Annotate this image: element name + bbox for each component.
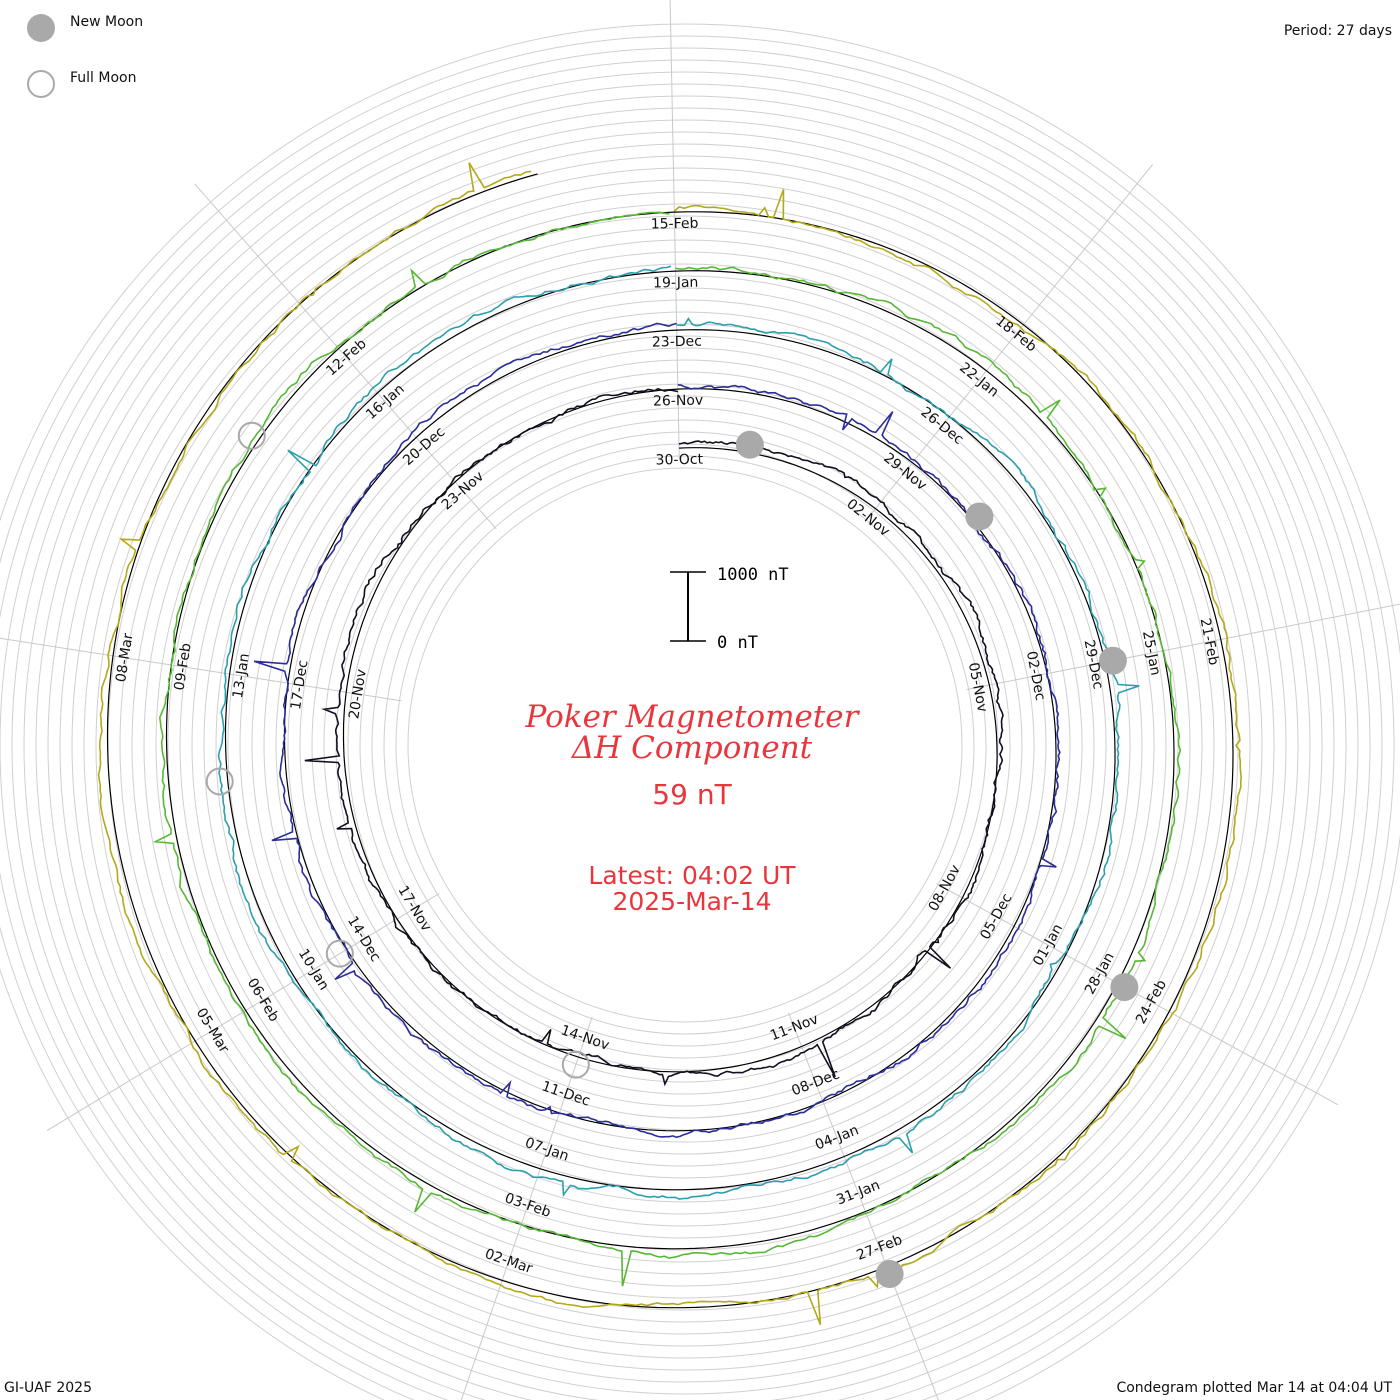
- grid-ring: [95, 155, 1275, 1335]
- grid-ring: [83, 143, 1287, 1347]
- grid-ring: [215, 275, 1155, 1215]
- date-label: 31-Jan: [834, 1177, 882, 1208]
- grid-ring: [407, 467, 963, 1023]
- grid-ring: [47, 107, 1323, 1383]
- date-label: 11-Nov: [768, 1011, 821, 1044]
- grid-ring: [347, 407, 1023, 1083]
- grid-ring: [35, 95, 1335, 1395]
- baseline-spiral: [106, 173, 1234, 1309]
- grid-ring: [131, 191, 1239, 1299]
- new-moon-marker: [735, 430, 764, 459]
- date-label: 19-Jan: [653, 275, 699, 292]
- date-label: 08-Mar: [113, 632, 136, 683]
- grid-ring: [71, 131, 1299, 1359]
- date-label: 15-Feb: [651, 216, 699, 233]
- new-moon-legend-label: New Moon: [70, 14, 144, 30]
- series-traces: [97, 162, 1243, 1325]
- grid-ring: [359, 419, 1011, 1071]
- grid-spoke: [788, 1012, 939, 1400]
- period-label: Period: 27 days: [1283, 23, 1392, 39]
- grid-spoke: [194, 183, 497, 530]
- full-moon-marker: [561, 1050, 590, 1079]
- grid-ring: [59, 119, 1311, 1371]
- grid-ring: [383, 443, 987, 1047]
- date-label: 02-Mar: [483, 1246, 535, 1277]
- scale-bar: 1000 nT 0 nT: [670, 565, 789, 653]
- moon-markers: [205, 421, 1139, 1289]
- grid-ring: [179, 239, 1191, 1251]
- baseline-spiral-path: [106, 173, 1234, 1309]
- title-line-1: Poker Magnetometer: [525, 699, 861, 735]
- scale-bottom-label: 0 nT: [717, 633, 758, 653]
- date-label: 17-Dec: [288, 659, 312, 711]
- grid-ring: [167, 227, 1203, 1263]
- new-moon-legend-icon: [27, 14, 55, 42]
- date-label: 17-Nov: [394, 883, 434, 934]
- grid-ring: [335, 395, 1035, 1095]
- grid-ring: [395, 455, 975, 1035]
- date-label: 29-Dec: [1081, 638, 1106, 690]
- new-moon-marker: [1110, 973, 1139, 1002]
- date-label: 26-Nov: [653, 393, 704, 410]
- grid-circles: [0, 23, 1400, 1400]
- date-label: 09-Feb: [172, 642, 195, 692]
- grid-ring: [11, 71, 1359, 1400]
- new-moon-marker: [1098, 646, 1127, 675]
- grid-ring: [203, 263, 1167, 1227]
- new-moon-marker: [875, 1260, 904, 1289]
- date-label: 30-Oct: [655, 452, 703, 469]
- date-label: 13-Jan: [230, 652, 253, 699]
- scale-top-label: 1000 nT: [717, 565, 789, 585]
- date-label: 01-Jan: [1030, 921, 1066, 968]
- grid-spoke: [864, 164, 1154, 522]
- date-label: 20-Nov: [346, 668, 370, 720]
- series-trace: [253, 322, 1061, 1139]
- date-label: 04-Jan: [813, 1122, 861, 1153]
- grid-spoke: [0, 637, 402, 702]
- grid-ring: [143, 203, 1227, 1287]
- grid-spoke: [669, 0, 680, 459]
- footer-plot-time: Condegram plotted Mar 14 at 04:04 UT: [1116, 1380, 1392, 1396]
- grid-ring: [0, 23, 1400, 1400]
- footer-credit: GI-UAF 2025: [4, 1380, 92, 1396]
- series-trace: [217, 265, 1140, 1200]
- full-moon-legend-icon: [27, 70, 55, 98]
- grid-ring: [287, 347, 1083, 1143]
- center-title: Poker Magnetometer ΔH Component 59 nT La…: [525, 699, 861, 916]
- grid-spoke: [460, 1016, 593, 1400]
- grid-spoke: [966, 603, 1400, 691]
- grid-ring: [323, 383, 1047, 1107]
- grid-spoke: [936, 883, 1339, 1106]
- full-moon-marker: [325, 939, 354, 968]
- grid-ring: [0, 59, 1371, 1400]
- date-label: 03-Feb: [503, 1190, 553, 1221]
- grid-ring: [227, 287, 1143, 1203]
- full-moon-marker: [237, 421, 266, 450]
- date-label: 07-Jan: [523, 1135, 571, 1165]
- grid-ring: [0, 47, 1383, 1400]
- latest-date: 2025-Mar-14: [612, 887, 771, 916]
- full-moon-marker: [205, 767, 234, 796]
- current-value: 59 nT: [652, 778, 732, 811]
- date-label: 14-Nov: [559, 1022, 612, 1053]
- latest-time: Latest: 04:02 UT: [588, 861, 796, 890]
- series-trace: [152, 211, 1182, 1287]
- grid-ring: [119, 179, 1251, 1311]
- series-trace: [304, 387, 1004, 1087]
- full-moon-legend-label: Full Moon: [70, 70, 137, 86]
- grid-ring: [299, 359, 1071, 1131]
- grid-ring: [371, 431, 999, 1059]
- new-moon-marker: [965, 502, 994, 531]
- series-trace: [97, 162, 1243, 1325]
- grid-ring: [0, 35, 1395, 1400]
- grid-ring: [155, 215, 1215, 1275]
- grid-ring: [275, 335, 1095, 1155]
- grid-ring: [23, 83, 1347, 1400]
- date-label: 23-Dec: [652, 334, 702, 351]
- title-line-2: ΔH Component: [571, 730, 813, 766]
